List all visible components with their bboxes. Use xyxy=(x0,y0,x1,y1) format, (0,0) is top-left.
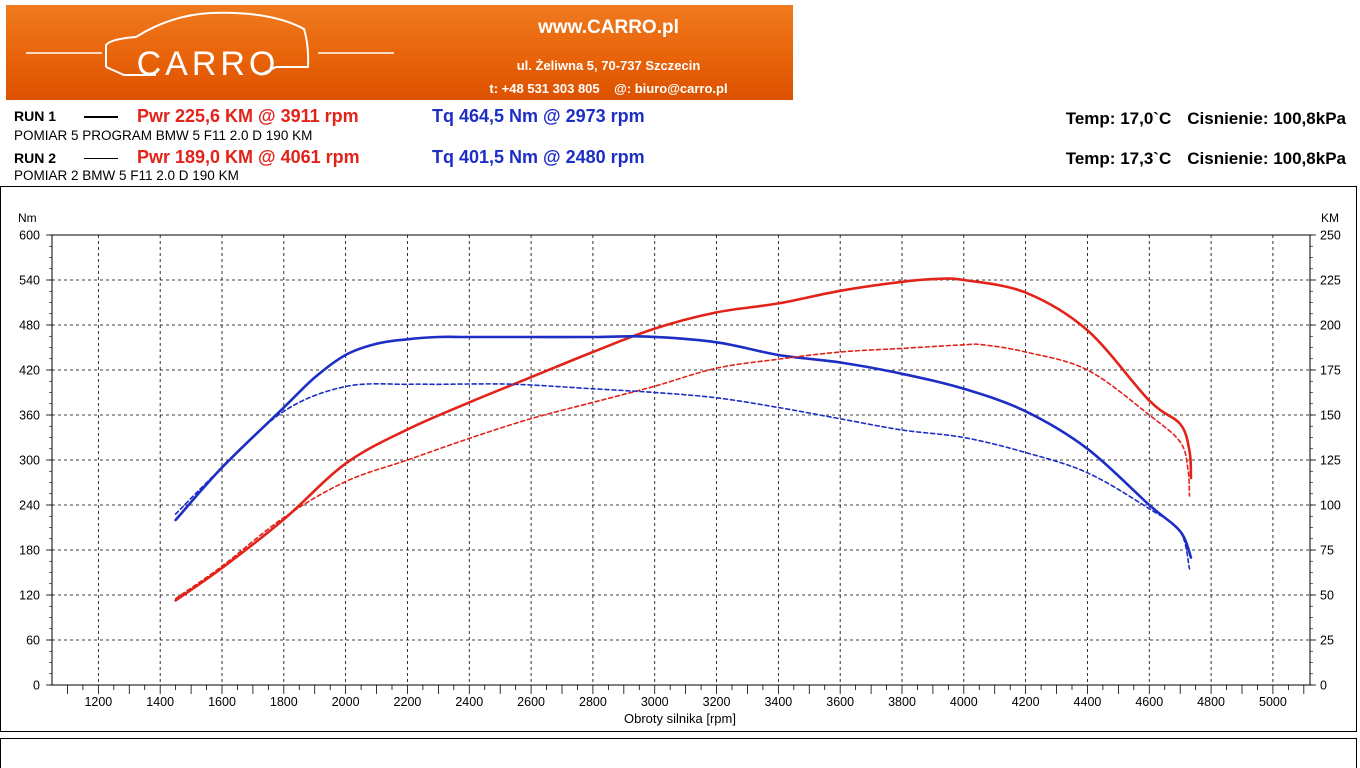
x-tick-label: 3200 xyxy=(703,695,731,709)
y-right-axis-label: KM xyxy=(1321,211,1339,225)
logo-text: CARRO xyxy=(137,45,280,83)
email: @: biuro@carro.pl xyxy=(614,81,728,96)
run1-torque: Tq 464,5 Nm @ 2973 rpm xyxy=(432,106,645,126)
x-tick-label: 4800 xyxy=(1197,695,1225,709)
site-url[interactable]: www.CARRO.pl xyxy=(538,17,679,38)
y-left-tick-label: 120 xyxy=(19,589,40,603)
run2-line-sample xyxy=(84,158,118,159)
x-tick-label: 4000 xyxy=(950,695,978,709)
run1-power: Pwr 225,6 KM @ 3911 rpm xyxy=(137,106,359,126)
y-left-tick-label: 420 xyxy=(19,364,40,378)
run1-description: POMIAR 5 PROGRAM BMW 5 F11 2.0 D 190 KM xyxy=(14,128,313,143)
chart-grid xyxy=(52,235,1310,685)
y-right-tick-label: 150 xyxy=(1320,409,1341,423)
y-left-tick-label: 600 xyxy=(19,229,40,243)
y-left-tick-label: 300 xyxy=(19,454,40,468)
y-right-tick-label: 75 xyxy=(1320,544,1334,558)
series-run-1-torque-nm xyxy=(174,335,1193,559)
run2-temp: Temp: 17,3`C xyxy=(1065,149,1172,168)
x-tick-label: 2200 xyxy=(394,695,422,709)
x-axis-label: Obroty silnika [rpm] xyxy=(624,711,736,726)
y-left-tick-label: 60 xyxy=(26,634,40,648)
x-tick-label: 1200 xyxy=(84,695,112,709)
x-tick-label: 2000 xyxy=(332,695,360,709)
run2-description: POMIAR 2 BMW 5 F11 2.0 D 190 KM xyxy=(14,168,239,183)
run2-pressure: Cisnienie: 100,8kPa xyxy=(1187,149,1346,168)
x-tick-label: 5000 xyxy=(1259,695,1287,709)
chart-axes xyxy=(46,234,1316,694)
y-right-tick-label: 100 xyxy=(1320,499,1341,513)
address: ul. Żeliwna 5, 70-737 Szczecin xyxy=(516,58,701,73)
run2-conditions: Temp: 17,3`C Cisnienie: 100,8kPa xyxy=(1050,149,1346,169)
y-left-tick-label: 0 xyxy=(33,679,40,693)
x-tick-label: 4600 xyxy=(1135,695,1163,709)
y-right-tick-label: 175 xyxy=(1320,364,1341,378)
y-left-tick-label: 180 xyxy=(19,544,40,558)
contact-line: t: +48 531 303 805 @: biuro@carro.pl xyxy=(426,81,791,96)
x-tick-label: 1400 xyxy=(146,695,174,709)
run1-label: RUN 1 xyxy=(14,108,57,124)
chart-ticks: 1200 1400 1600 1800 2000 2200 2400 2600 2800 3000… xyxy=(19,229,1341,710)
y-left-tick-label: 240 xyxy=(19,499,40,513)
y-right-tick-label: 0 xyxy=(1320,679,1327,693)
y-right-tick-label: 125 xyxy=(1320,454,1341,468)
x-tick-label: 2400 xyxy=(455,695,483,709)
run1-line-sample xyxy=(84,116,118,118)
phone: t: +48 531 303 805 xyxy=(489,81,600,96)
x-tick-label: 3800 xyxy=(888,695,916,709)
x-tick-label: 2600 xyxy=(517,695,545,709)
y-left-tick-label: 480 xyxy=(19,319,40,333)
dyno-chart: 1200 1400 1600 1800 2000 2200 2400 2600 2800 3000… xyxy=(18,211,1341,726)
chart-frame xyxy=(0,186,1357,732)
series-run-1-power-km xyxy=(174,277,1193,602)
y-right-tick-label: 25 xyxy=(1320,634,1334,648)
x-tick-label: 2800 xyxy=(579,695,607,709)
run1-conditions: Temp: 17,0`C Cisnienie: 100,8kPa xyxy=(1050,109,1346,129)
x-tick-label: 4400 xyxy=(1074,695,1102,709)
car-logo-icon: CARRO xyxy=(26,11,394,83)
x-tick-label: 3400 xyxy=(764,695,792,709)
x-tick-label: 1800 xyxy=(270,695,298,709)
x-tick-label: 3600 xyxy=(826,695,854,709)
chart-series xyxy=(174,277,1193,602)
y-left-tick-label: 540 xyxy=(19,274,40,288)
y-right-tick-label: 200 xyxy=(1320,319,1341,333)
y-right-tick-label: 50 xyxy=(1320,589,1334,603)
x-tick-label: 1600 xyxy=(208,695,236,709)
x-tick-label: 4200 xyxy=(1012,695,1040,709)
run2-label: RUN 2 xyxy=(14,150,57,166)
run2-torque: Tq 401,5 Nm @ 2480 rpm xyxy=(432,147,645,167)
x-tick-label: 3000 xyxy=(641,695,669,709)
run1-pressure: Cisnienie: 100,8kPa xyxy=(1187,109,1346,128)
series-run-2-torque-nm xyxy=(174,383,1191,570)
run2-power: Pwr 189,0 KM @ 4061 rpm xyxy=(137,147,360,167)
footer-box xyxy=(0,738,1357,768)
y-left-tick-label: 360 xyxy=(19,409,40,423)
y-right-tick-label: 250 xyxy=(1320,229,1341,243)
series-run-2-power-km xyxy=(174,343,1191,600)
header-banner: CARRO www.CARRO.pl ul. Żeliwna 5, 70-737… xyxy=(6,5,793,100)
run1-temp: Temp: 17,0`C xyxy=(1065,109,1172,128)
y-left-axis-label: Nm xyxy=(18,211,37,225)
y-right-tick-label: 225 xyxy=(1320,274,1341,288)
